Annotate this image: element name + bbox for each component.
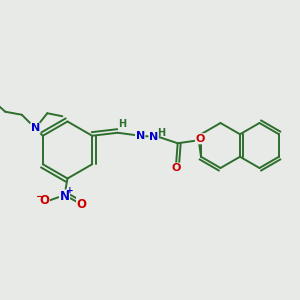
Text: O: O (76, 197, 87, 211)
Text: O: O (196, 134, 205, 144)
Text: N: N (149, 132, 158, 142)
Text: N: N (136, 131, 145, 141)
Text: +: + (66, 186, 74, 195)
Text: −: − (35, 192, 43, 201)
Text: N: N (31, 123, 40, 133)
Text: O: O (39, 194, 50, 208)
Text: N: N (59, 190, 70, 203)
Text: O: O (172, 163, 181, 173)
Text: H: H (118, 119, 126, 129)
Text: H: H (157, 128, 165, 138)
